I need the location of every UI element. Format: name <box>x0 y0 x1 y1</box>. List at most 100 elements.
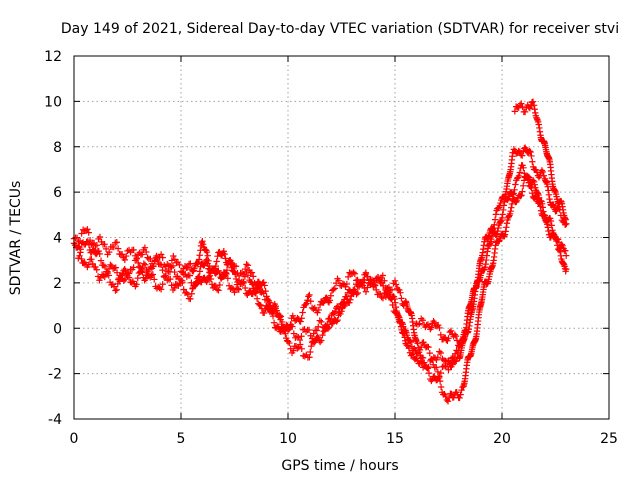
data-point-marker <box>511 186 518 193</box>
data-point-marker <box>529 158 536 165</box>
data-point-marker <box>289 323 296 330</box>
data-point-marker <box>97 257 105 264</box>
data-point-marker <box>388 286 396 293</box>
data-point-marker <box>277 316 284 323</box>
data-point-marker <box>243 261 250 268</box>
data-point-marker <box>158 261 165 268</box>
data-point-marker <box>446 359 453 367</box>
data-point-marker <box>253 295 261 302</box>
data-point-marker <box>491 216 499 223</box>
data-point-marker <box>319 331 326 339</box>
data-point-marker <box>529 98 537 105</box>
grid-lines <box>74 56 609 419</box>
data-point-marker <box>542 217 550 225</box>
data-point-marker <box>95 247 102 255</box>
data-point-marker <box>77 246 84 253</box>
data-point-marker <box>168 264 175 271</box>
data-point-marker <box>397 289 404 296</box>
y-tick-label: 4 <box>53 231 62 247</box>
data-point-marker <box>142 275 149 282</box>
data-point-marker <box>563 266 570 273</box>
data-marks <box>70 98 570 405</box>
data-point-marker <box>272 303 279 310</box>
data-point-marker <box>195 273 203 280</box>
data-point-marker <box>391 277 399 285</box>
data-point-marker <box>167 275 174 283</box>
data-point-marker <box>160 273 168 280</box>
data-point-marker <box>435 321 442 329</box>
data-point-marker <box>363 273 371 280</box>
data-point-marker <box>458 386 465 394</box>
y-tick-label: -2 <box>48 367 62 383</box>
data-point-marker <box>362 269 370 276</box>
data-point-marker <box>494 227 501 235</box>
y-tick-label: 12 <box>44 49 62 65</box>
plot-frame <box>73 55 610 420</box>
data-point-marker <box>124 247 131 255</box>
data-point-marker <box>439 363 446 371</box>
data-point-marker <box>563 252 570 259</box>
data-point-marker <box>144 268 152 276</box>
data-point-marker <box>431 319 438 326</box>
data-point-marker <box>529 189 536 197</box>
data-point-marker <box>531 181 538 188</box>
data-point-marker <box>199 241 207 248</box>
data-point-marker <box>434 368 441 376</box>
data-point-marker <box>244 272 252 279</box>
data-point-marker <box>442 392 449 400</box>
data-point-marker <box>527 179 534 187</box>
data-point-marker <box>455 347 462 355</box>
data-point-marker <box>537 197 545 205</box>
data-point-marker <box>499 211 506 218</box>
data-point-marker <box>203 248 211 256</box>
data-point-marker <box>302 301 309 308</box>
data-point-marker <box>216 281 223 289</box>
data-point-marker <box>76 252 83 259</box>
data-point-marker <box>215 267 222 274</box>
data-point-marker <box>168 257 176 264</box>
data-point-marker <box>216 270 223 277</box>
data-point-marker <box>248 269 256 276</box>
data-point-marker <box>118 251 126 258</box>
data-point-marker <box>426 349 433 357</box>
data-point-marker <box>93 241 101 249</box>
data-point-marker <box>268 306 276 314</box>
data-point-marker <box>308 335 316 342</box>
data-point-marker <box>538 200 546 207</box>
data-point-marker <box>113 239 120 246</box>
data-point-marker <box>391 295 398 303</box>
data-point-marker <box>379 294 387 302</box>
data-point-marker <box>134 274 141 282</box>
data-point-marker <box>249 281 256 288</box>
data-point-marker <box>295 334 302 341</box>
data-point-marker <box>96 233 104 241</box>
data-point-marker <box>448 390 455 398</box>
data-point-marker <box>164 277 171 284</box>
data-point-marker <box>139 264 146 272</box>
data-point-marker <box>517 192 524 200</box>
data-point-marker <box>445 366 452 373</box>
data-point-marker <box>153 256 161 264</box>
data-point-marker <box>516 148 524 156</box>
data-point-marker <box>286 339 293 347</box>
data-point-marker <box>378 279 386 286</box>
data-point-marker <box>492 211 500 218</box>
data-point-marker <box>433 364 440 371</box>
data-point-marker <box>187 295 194 303</box>
data-point-marker <box>324 325 332 332</box>
data-point-marker <box>101 263 109 271</box>
data-point-marker <box>315 306 322 314</box>
data-point-marker <box>85 229 92 236</box>
data-point-marker <box>260 290 267 297</box>
data-point-marker <box>526 147 533 155</box>
data-point-marker <box>113 286 120 294</box>
data-point-marker <box>519 188 526 195</box>
data-point-marker <box>528 152 535 160</box>
data-point-marker <box>113 269 121 276</box>
data-point-marker <box>222 255 229 262</box>
data-point-marker <box>451 331 459 338</box>
data-point-marker <box>371 281 379 289</box>
data-point-marker <box>520 182 527 190</box>
data-point-marker <box>518 192 525 199</box>
